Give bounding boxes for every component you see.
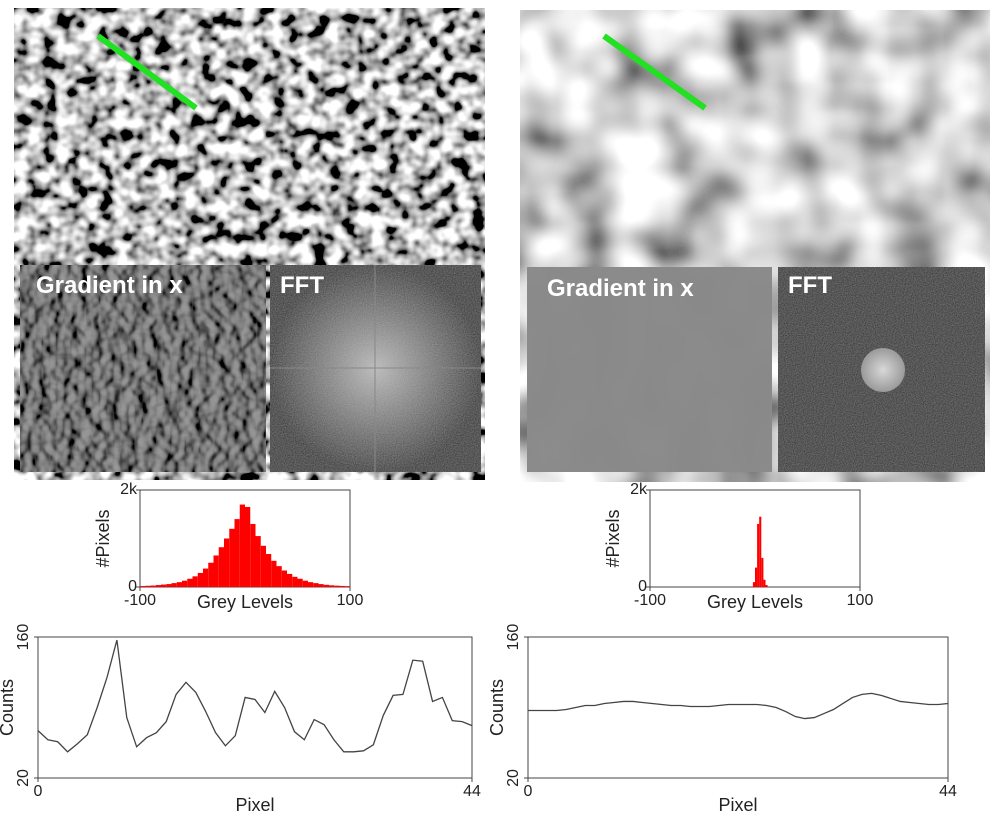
bar <box>197 572 203 587</box>
bar <box>234 519 240 587</box>
y-tick-label: 20 <box>505 769 522 787</box>
bar <box>245 506 251 587</box>
bar <box>271 560 277 587</box>
data-line <box>528 692 949 720</box>
chart: 0 2k -100 100 Grey Levels #Pixels <box>93 481 364 612</box>
x-axis-label: Grey Levels <box>707 592 803 612</box>
bar <box>176 582 182 587</box>
y-tick-label: 0 <box>638 578 647 595</box>
bar <box>192 576 198 587</box>
bar <box>208 562 214 587</box>
plot-frame <box>527 636 949 779</box>
bar <box>203 568 209 587</box>
chart: 20 160 0 44 Pixel Counts <box>487 624 957 815</box>
bar <box>318 584 324 587</box>
bar <box>260 545 266 587</box>
bar <box>171 583 177 587</box>
inset-label: FFT <box>788 272 832 299</box>
bar <box>759 516 762 587</box>
bar <box>266 554 272 587</box>
bar <box>334 585 340 587</box>
x-tick-label: 0 <box>524 783 533 800</box>
bar <box>161 584 167 587</box>
inset-label: Gradient in x <box>36 272 183 299</box>
bar <box>344 586 350 587</box>
x-tick-label: 0 <box>34 783 43 800</box>
bar <box>140 586 146 587</box>
bar <box>224 538 230 587</box>
x-axis-label: Pixel <box>718 795 757 815</box>
gradient-inset <box>20 265 266 472</box>
bar <box>218 547 224 587</box>
bar <box>752 582 755 587</box>
bar <box>182 580 188 587</box>
bar <box>239 504 245 587</box>
profile-line <box>96 33 198 111</box>
chart: 20 160 0 44 Pixel Counts <box>0 624 481 815</box>
bar <box>229 528 235 587</box>
chart: 0 2k -100 100 Grey Levels #Pixels <box>603 481 874 612</box>
y-axis-label: #Pixels <box>93 509 113 567</box>
inset-label: FFT <box>280 272 324 299</box>
image-left: Gradient in x FFT <box>14 8 485 480</box>
x-tick-label: -100 <box>124 592 156 609</box>
y-tick-label: 160 <box>15 624 32 651</box>
bar <box>757 523 760 587</box>
x-axis-label: Pixel <box>235 795 274 815</box>
y-tick-label: 2k <box>630 481 648 498</box>
y-tick-label: 160 <box>505 624 522 651</box>
bar <box>297 578 303 587</box>
data-line <box>37 639 473 753</box>
y-tick-label: 2k <box>120 481 138 498</box>
bar <box>755 567 758 587</box>
bar <box>329 585 335 587</box>
bar <box>308 582 314 587</box>
x-axis-label: Grey Levels <box>197 592 293 612</box>
image-right: Gradient in x FFT <box>520 10 990 482</box>
bar <box>339 585 345 587</box>
bar <box>213 555 219 587</box>
y-tick-label: 20 <box>15 769 32 787</box>
bar <box>150 585 156 587</box>
bar <box>281 570 287 587</box>
x-tick-label: 44 <box>939 783 957 800</box>
bar <box>155 585 161 587</box>
bar <box>763 579 766 587</box>
y-axis-label: Counts <box>487 679 507 736</box>
y-axis-label: Counts <box>0 679 17 736</box>
bar <box>287 573 293 587</box>
profile-line <box>602 33 707 111</box>
y-tick-label: 0 <box>128 578 137 595</box>
fft-disc <box>861 348 905 392</box>
bar <box>255 536 261 587</box>
bar <box>292 576 298 587</box>
bar <box>187 578 193 587</box>
bar <box>145 585 151 587</box>
x-tick-label: 100 <box>847 592 874 609</box>
bar <box>250 523 256 587</box>
inset-label: Gradient in x <box>547 275 694 302</box>
x-tick-label: 44 <box>463 783 481 800</box>
x-tick-label: 100 <box>337 592 364 609</box>
bar <box>761 557 764 587</box>
bar <box>302 580 308 587</box>
bar <box>323 584 329 587</box>
bar <box>765 585 768 587</box>
bar <box>276 566 282 587</box>
bar <box>166 584 172 587</box>
bar <box>313 583 319 587</box>
x-tick-label: -100 <box>634 592 666 609</box>
y-axis-label: #Pixels <box>603 509 623 567</box>
plot-frame <box>37 636 473 779</box>
gradient-inset <box>527 267 772 472</box>
